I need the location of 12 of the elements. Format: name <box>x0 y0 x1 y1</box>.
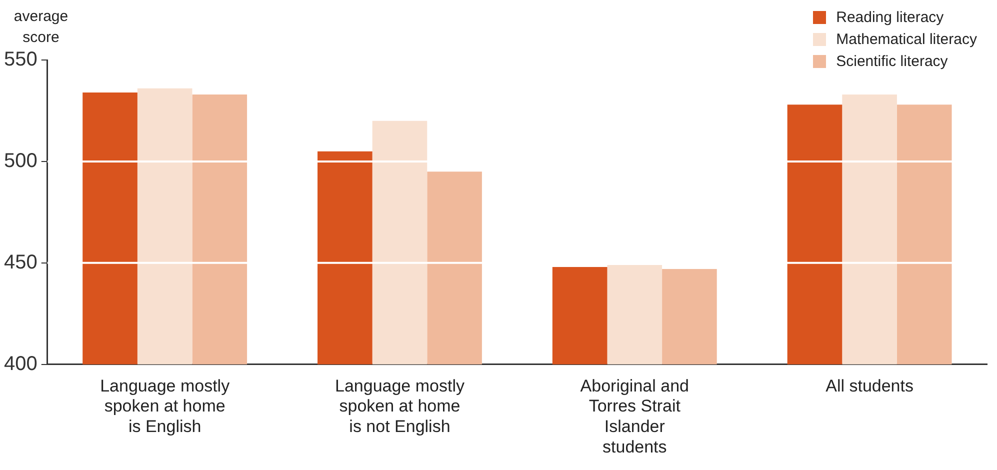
y-tick-label: 400 <box>4 352 38 375</box>
y-tick-label: 550 <box>4 48 38 71</box>
legend-label: Mathematical literacy <box>836 30 977 48</box>
y-axis-title: average score <box>12 7 70 48</box>
y-tick-label: 450 <box>4 251 38 274</box>
x-tick-label: Language mostly spoken at home is English <box>100 376 230 436</box>
legend-label: Reading literacy <box>836 8 944 26</box>
x-tick-label: Language mostly spoken at home is not English <box>334 376 465 436</box>
x-tick-label: Aboriginal and Torres Strait Islander students <box>580 376 689 456</box>
legend-label: Scientific literacy <box>836 52 948 70</box>
x-tick-label: All students <box>826 376 914 396</box>
y-tick-label: 500 <box>4 150 38 172</box>
